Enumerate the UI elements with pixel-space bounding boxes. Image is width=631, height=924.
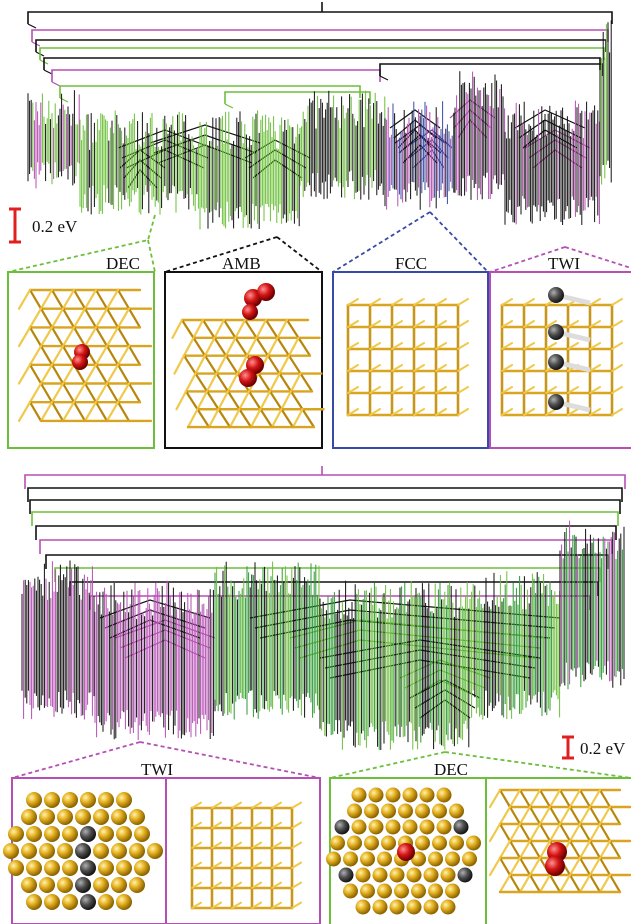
bottom-inset-twi-label: TWI [141, 760, 173, 779]
fcc-cluster-image [346, 298, 469, 417]
top-inset-amb: AMB [164, 254, 325, 449]
twinned-cluster-ball-model [3, 792, 163, 910]
bottom-inset-connectors [11, 741, 631, 779]
amorphous-cluster-image [171, 283, 325, 429]
bottom-graph-leaf-lines [21, 520, 625, 750]
top-inset-twi: TWI [489, 254, 631, 449]
top-inset-connectors [7, 211, 631, 273]
bottom-scale-bar: 0.2 eV [562, 735, 626, 760]
top-scale-bar-label: 0.2 eV [32, 217, 78, 236]
bottom-inset-dec: DEC [326, 760, 631, 924]
decahedral-cluster-ball-model [326, 787, 481, 915]
top-graph-leaf-lines [27, 20, 612, 230]
twinned-cluster-stick-model [190, 801, 302, 910]
twinned-cluster-image [500, 287, 623, 417]
top-scale-bar: 0.2 eV [9, 207, 78, 244]
top-inset-twi-label: TWI [548, 254, 580, 273]
decahedral-cluster-stick-model [488, 788, 631, 894]
top-disconnectivity-graph [27, 2, 613, 230]
bottom-scale-bar-label: 0.2 eV [580, 739, 626, 758]
bottom-inset-dec-label: DEC [434, 760, 468, 779]
top-inset-dec-label: DEC [106, 254, 140, 273]
bottom-disconnectivity-graph [21, 466, 626, 750]
top-inset-dec: DEC [7, 254, 155, 449]
bottom-inset-twi: TWI [3, 760, 321, 924]
top-inset-amb-label: AMB [222, 254, 261, 273]
decahedral-cluster-image [17, 288, 153, 423]
top-inset-fcc-label: FCC [395, 254, 427, 273]
top-inset-fcc: FCC [332, 254, 489, 449]
